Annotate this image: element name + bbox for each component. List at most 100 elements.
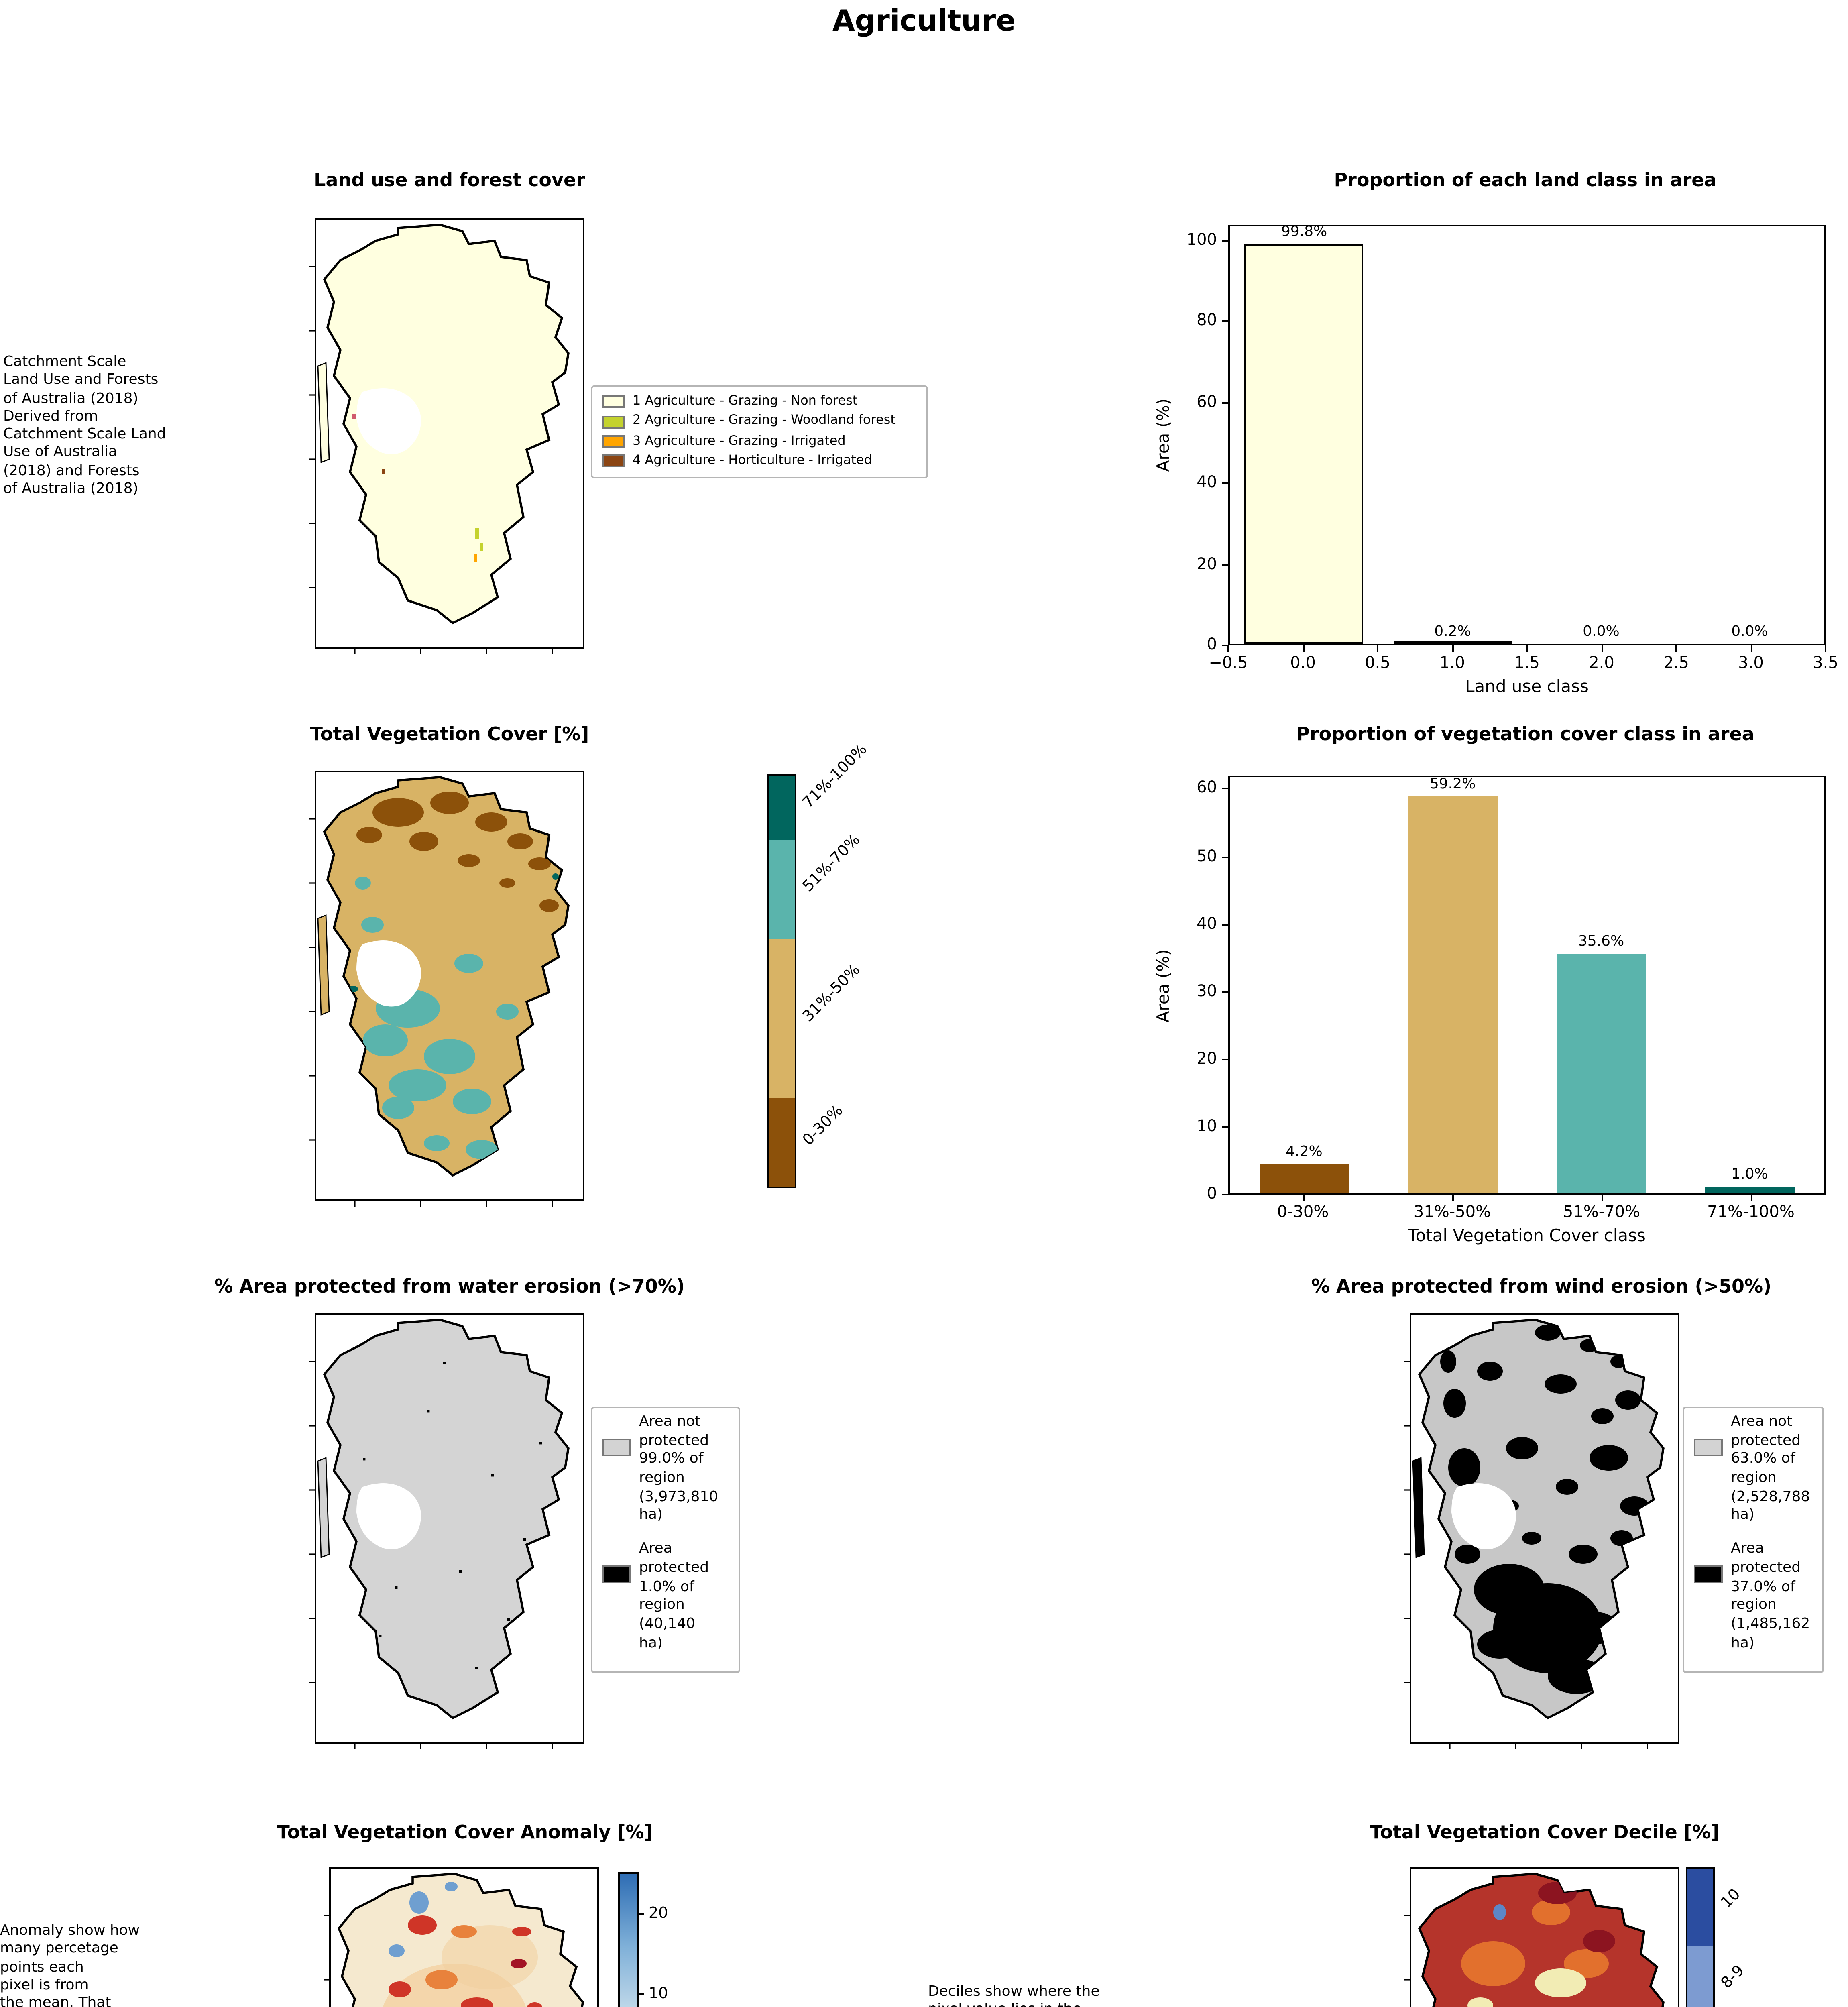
colorbar-tick-mark xyxy=(637,1994,644,1996)
anomaly-note: Anomaly show how many percetage points e… xyxy=(0,1924,140,2007)
x-tick-label: 0.5 xyxy=(1365,655,1390,673)
legend-item: 2 Agriculture - Grazing - Woodland fores… xyxy=(602,413,917,430)
y-axis-label: Area (%) xyxy=(1154,948,1174,1022)
legend-label: 4 Agriculture - Horticulture - Irrigated xyxy=(633,453,872,468)
x-tick-mark xyxy=(1451,1195,1453,1201)
wind-erosion-map xyxy=(1403,1313,1679,1750)
plot-area: 99.8% 0.2% 0.0% 0.0% xyxy=(1228,224,1826,645)
x-tick-mark xyxy=(1302,645,1304,652)
x-tick-label: 1.0 xyxy=(1439,655,1465,673)
y-tick-mark xyxy=(1222,321,1228,323)
y-tick-mark xyxy=(1222,1058,1228,1060)
colorbar-tick-mark xyxy=(637,1913,644,1915)
legend-swatch xyxy=(602,435,625,448)
veg-cover-map-title: Total Vegetation Cover [%] xyxy=(310,723,589,745)
bar-value-label: 0.2% xyxy=(1434,624,1471,640)
veg-cover-map-svg xyxy=(308,771,584,1207)
plot-area: 4.2% 59.2% 35.6% 1.0% xyxy=(1228,776,1826,1195)
x-tick-label: 51%-70% xyxy=(1563,1204,1640,1222)
legend-item: Area protected 1.0% of region (40,140 ha… xyxy=(602,1542,729,1655)
legend-label: Area not protected 99.0% of region (3,97… xyxy=(639,1415,718,1525)
bar-value-label: 99.8% xyxy=(1281,224,1327,240)
colorbar-tick-label: 10 xyxy=(649,1986,668,2004)
x-tick-label: −0.5 xyxy=(1209,655,1248,673)
land-class-chart-title: Proportion of each land class in area xyxy=(1334,169,1717,191)
y-axis-label: Area (%) xyxy=(1154,398,1174,472)
anomaly-map xyxy=(323,1867,599,2007)
water-erosion-legend: Area not protected 99.0% of region (3,97… xyxy=(591,1407,740,1673)
colorbar-label: 71%-100% xyxy=(800,741,871,812)
legend-swatch xyxy=(1694,1439,1723,1456)
land-use-source-note: Catchment Scale Land Use and Forests of … xyxy=(3,355,166,497)
water-erosion-map-svg xyxy=(308,1313,584,1750)
y-tick-label: 60 xyxy=(1197,780,1217,798)
x-tick-label: 2.0 xyxy=(1589,655,1614,673)
x-tick-label: 0-30% xyxy=(1277,1204,1329,1222)
y-tick-label: 30 xyxy=(1197,983,1217,1001)
x-tick-mark xyxy=(1601,1195,1602,1201)
bar xyxy=(1557,954,1646,1193)
colorbar-label: 0-30% xyxy=(800,1102,847,1150)
y-tick-mark xyxy=(1222,788,1228,790)
legend-label: 2 Agriculture - Grazing - Woodland fores… xyxy=(633,413,896,428)
legend-item: 3 Agriculture - Grazing - Irrigated xyxy=(602,433,917,450)
legend-item: 1 Agriculture - Grazing - Non forest xyxy=(602,393,917,410)
veg-cover-layer xyxy=(347,792,559,1159)
decile-colorbar: 108-94-72-31 xyxy=(1686,1867,1748,2007)
land-use-legend: 1 Agriculture - Grazing - Non forest 2 Ag… xyxy=(591,385,928,478)
x-tick-mark xyxy=(1601,645,1602,652)
x-tick-label: 1.5 xyxy=(1514,655,1540,673)
y-tick-mark xyxy=(1222,923,1228,925)
y-tick-label: 20 xyxy=(1197,1050,1217,1069)
legend-label: Area not protected 63.0% of region (2,52… xyxy=(1731,1415,1810,1525)
wind-erosion-map-title: % Area protected from wind erosion (>50%… xyxy=(1311,1275,1772,1297)
decile-layer xyxy=(1461,1882,1615,2007)
colorbar-tick-label: 20 xyxy=(649,1905,668,1923)
land-use-classes-layer xyxy=(352,414,483,562)
y-tick-mark xyxy=(1222,991,1228,993)
legend-label: Area protected 37.0% of region (1,485,16… xyxy=(1731,1541,1810,1652)
x-tick-label: 2.5 xyxy=(1663,655,1689,673)
colorbar-strip xyxy=(1686,1867,1715,2007)
coastal-sliver xyxy=(1412,1457,1425,1558)
legend-label: 1 Agriculture - Grazing - Non forest xyxy=(633,393,858,408)
y-tick-label: 60 xyxy=(1197,394,1217,412)
legend-item: 4 Agriculture - Horticulture - Irrigated xyxy=(602,453,917,470)
x-tick-mark xyxy=(1750,1195,1752,1201)
x-tick-label: 71%-100% xyxy=(1707,1204,1795,1222)
y-tick-label: 100 xyxy=(1186,232,1217,250)
bar-value-label: 1.0% xyxy=(1731,1167,1768,1183)
y-tick-label: 20 xyxy=(1197,556,1217,574)
legend-swatch xyxy=(602,1439,631,1456)
x-tick-mark xyxy=(1675,645,1677,652)
y-tick-mark xyxy=(1222,1126,1228,1128)
y-tick-mark xyxy=(1222,1194,1228,1195)
x-tick-mark xyxy=(1302,1195,1304,1201)
x-axis-label: Total Vegetation Cover class xyxy=(1408,1227,1646,1246)
water-erosion-map-title: % Area protected from water erosion (>70… xyxy=(214,1275,685,1297)
anomaly-layer xyxy=(381,1882,543,2007)
decile-note: Deciles show where the pixel value lies … xyxy=(928,1985,1100,2007)
x-tick-label: 3.0 xyxy=(1738,655,1764,673)
legend-swatch xyxy=(602,395,625,408)
legend-swatch xyxy=(602,415,625,428)
colorbar-strip xyxy=(767,774,796,1188)
veg-cover-bar-chart: Area (%) 4.2% 59.2% 35.6% 1.0% Total Vegeta… xyxy=(1154,776,1826,1246)
bar-value-label: 59.2% xyxy=(1429,776,1476,793)
x-tick-mark xyxy=(1825,645,1826,652)
colorbar-segment xyxy=(769,1098,795,1187)
legend-item: Area protected 37.0% of region (1,485,16… xyxy=(1694,1542,1813,1655)
bar xyxy=(1245,243,1364,644)
coastal-sliver xyxy=(317,914,330,1016)
land-use-map-title: Land use and forest cover xyxy=(314,169,585,191)
anomaly-colorbar: 20100−10−20 xyxy=(618,1872,668,2007)
legend-label: 3 Agriculture - Grazing - Irrigated xyxy=(633,433,846,448)
colorbar-segment xyxy=(769,940,795,1098)
veg-cover-map xyxy=(308,771,584,1207)
bar xyxy=(1260,1164,1349,1193)
bar xyxy=(1705,1186,1794,1193)
colorbar-label: 51%-70% xyxy=(800,830,864,895)
decile-map xyxy=(1403,1867,1679,2007)
legend-swatch xyxy=(602,455,625,468)
